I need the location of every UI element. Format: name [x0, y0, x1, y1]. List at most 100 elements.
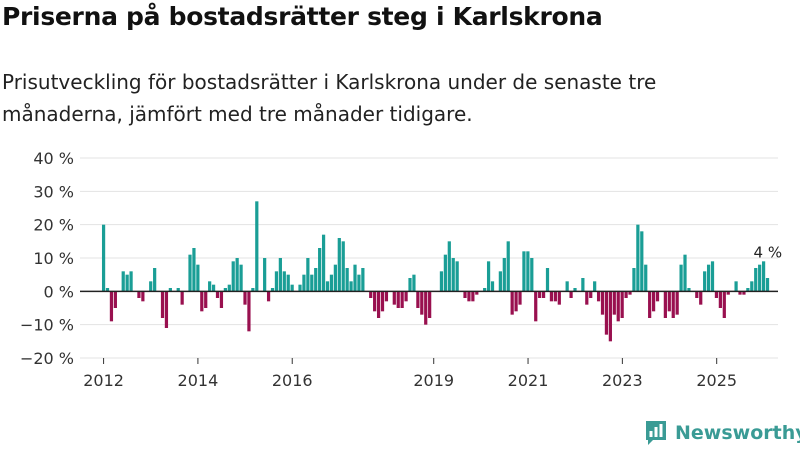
bar	[734, 281, 738, 292]
bar	[475, 291, 479, 295]
bar	[369, 291, 373, 298]
bar	[121, 271, 125, 292]
bar	[353, 264, 357, 292]
bar	[314, 268, 318, 292]
bar	[251, 288, 255, 292]
bar	[612, 291, 616, 315]
gridlines	[80, 157, 778, 359]
bar	[255, 201, 259, 292]
bar	[581, 278, 585, 292]
bar	[636, 224, 640, 292]
bar	[357, 274, 361, 292]
x-tick-label: 2023	[602, 371, 643, 390]
bar	[467, 291, 471, 302]
bar	[298, 284, 302, 292]
bar	[325, 281, 330, 292]
bar	[208, 281, 212, 292]
bar	[105, 288, 110, 292]
bar	[278, 258, 282, 292]
bars	[101, 201, 770, 342]
bar	[302, 274, 306, 292]
bar	[663, 291, 667, 318]
bar	[557, 291, 561, 305]
bar	[502, 258, 506, 292]
bar	[726, 291, 730, 295]
bar	[761, 261, 766, 292]
bar	[651, 291, 656, 312]
bar	[648, 291, 652, 318]
bar	[141, 291, 145, 302]
bar	[392, 291, 396, 305]
bar	[109, 291, 114, 322]
bar	[196, 264, 200, 292]
bar	[455, 261, 459, 292]
bar	[153, 268, 157, 292]
bar	[160, 291, 165, 318]
bar	[404, 291, 408, 302]
bar	[714, 291, 719, 298]
bar-chart: −20 %−10 %0 %10 %20 %30 %40 % 2012 2014 20…	[20, 149, 783, 390]
brand-name: Newsworthy	[675, 422, 800, 444]
bar	[447, 241, 451, 292]
x-tick-label: 2019	[413, 371, 454, 390]
bar	[176, 288, 180, 292]
bar	[699, 291, 703, 305]
y-tick-label: 20 %	[33, 216, 74, 235]
bar	[471, 291, 475, 302]
x-tick-label: 2014	[178, 371, 219, 390]
bar	[329, 274, 334, 292]
bar	[738, 291, 742, 295]
bar	[286, 274, 290, 292]
bar	[596, 291, 601, 302]
bar	[667, 291, 671, 312]
bar	[541, 291, 546, 298]
bar	[416, 291, 420, 308]
bar	[239, 264, 243, 292]
bar	[710, 261, 715, 292]
bar	[424, 291, 428, 325]
bar	[204, 291, 208, 308]
bar	[373, 291, 377, 312]
bar	[243, 291, 247, 305]
bar	[200, 291, 204, 312]
bar	[266, 291, 271, 302]
bar	[376, 291, 381, 318]
bar	[211, 284, 216, 292]
bar	[683, 254, 687, 292]
bar	[215, 291, 220, 298]
bar	[282, 271, 286, 292]
bar	[247, 291, 251, 332]
newsworthy-logo[interactable]: Newsworthy	[644, 418, 800, 448]
bar	[345, 268, 349, 292]
bar	[706, 264, 711, 292]
bar	[498, 271, 502, 292]
bar	[553, 291, 557, 302]
bar	[219, 291, 224, 308]
bar	[318, 248, 322, 292]
bar	[333, 264, 337, 292]
x-axis-ticks: 2012 2014 2016 2019 2021 2023 2025	[83, 358, 737, 390]
bar	[321, 234, 326, 292]
y-tick-label: −10 %	[20, 316, 74, 335]
bar	[361, 268, 365, 292]
bar	[514, 291, 518, 312]
bar	[428, 291, 432, 318]
bar	[137, 291, 141, 298]
bar	[746, 288, 750, 292]
bar	[180, 291, 184, 305]
bar	[384, 291, 389, 302]
bar	[113, 291, 117, 308]
bar	[231, 261, 235, 292]
latest-value-label: 4 %	[754, 243, 783, 261]
y-tick-label: 40 %	[33, 149, 74, 168]
bar	[125, 274, 129, 292]
bar	[765, 278, 770, 292]
bar	[569, 291, 573, 298]
bar	[742, 291, 746, 295]
bar	[380, 291, 385, 312]
bar	[490, 281, 495, 292]
x-tick-label: 2021	[508, 371, 549, 390]
newsworthy-logo-icon	[646, 421, 666, 445]
bar	[549, 291, 554, 302]
bar	[671, 291, 675, 318]
